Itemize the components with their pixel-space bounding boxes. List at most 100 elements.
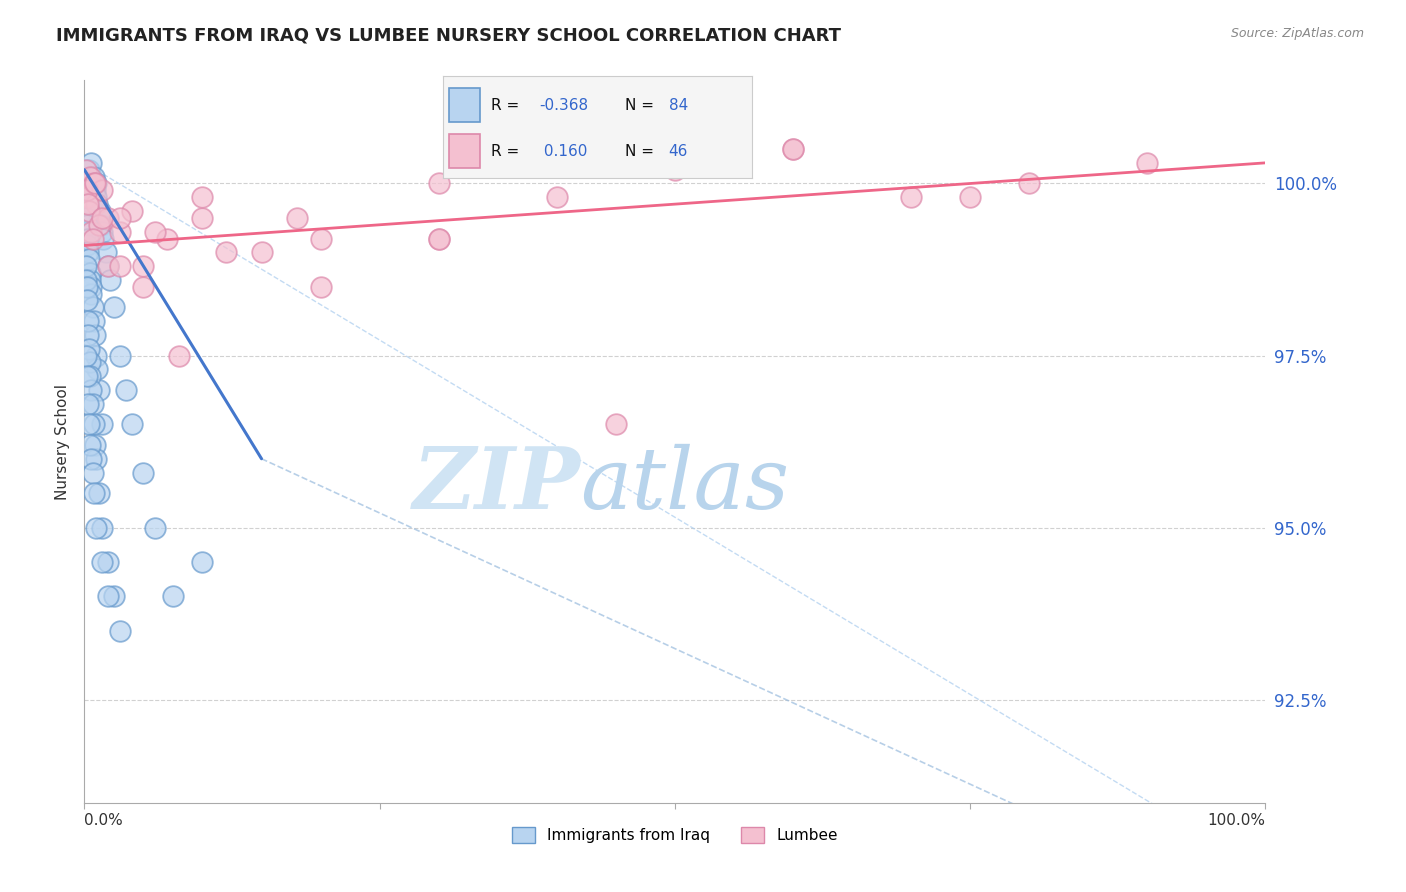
Point — [97, 555, 120, 569]
Text: R =: R = — [491, 144, 519, 159]
Point — [77, 183, 100, 197]
Point — [108, 225, 131, 239]
Point — [84, 327, 107, 342]
Point — [82, 231, 104, 245]
Point — [83, 169, 105, 184]
Text: -0.368: -0.368 — [538, 97, 588, 112]
Point — [191, 211, 214, 225]
Point — [191, 190, 214, 204]
Point — [91, 520, 114, 534]
Point — [103, 590, 125, 604]
Point — [77, 245, 100, 260]
Text: Source: ZipAtlas.com: Source: ZipAtlas.com — [1230, 27, 1364, 40]
Point — [80, 286, 103, 301]
Text: N =: N = — [626, 97, 654, 112]
Point — [89, 204, 111, 219]
Text: atlas: atlas — [581, 443, 790, 526]
Point — [87, 211, 110, 225]
Point — [80, 156, 103, 170]
Point — [84, 197, 107, 211]
Point — [97, 211, 120, 225]
Point — [76, 238, 98, 252]
Point — [86, 197, 108, 211]
Point — [97, 590, 120, 604]
Point — [77, 252, 100, 267]
Point — [83, 417, 105, 432]
Point — [75, 162, 97, 177]
Text: 84: 84 — [669, 97, 688, 112]
Point — [82, 466, 104, 480]
Point — [76, 190, 98, 204]
Point — [114, 383, 136, 397]
Point — [91, 231, 114, 245]
Text: N =: N = — [626, 144, 654, 159]
Point — [108, 211, 131, 225]
Point — [605, 417, 627, 432]
Point — [79, 355, 101, 369]
Point — [132, 466, 155, 480]
Point — [80, 197, 103, 211]
Point — [76, 177, 98, 191]
Point — [132, 259, 155, 273]
Text: ZIP: ZIP — [412, 443, 581, 526]
Point — [75, 177, 97, 191]
Point — [91, 211, 114, 225]
Point — [83, 314, 105, 328]
Point — [79, 369, 101, 384]
Point — [79, 273, 101, 287]
Point — [76, 293, 98, 308]
Point — [167, 349, 190, 363]
Point — [80, 225, 103, 239]
Point — [427, 231, 450, 245]
Point — [309, 279, 332, 293]
Point — [143, 520, 166, 534]
Point — [84, 451, 107, 466]
Point — [121, 204, 143, 219]
Text: R =: R = — [491, 97, 519, 112]
Point — [84, 177, 107, 191]
Point — [76, 183, 98, 197]
Point — [77, 231, 100, 245]
Point — [75, 273, 97, 287]
Point — [75, 211, 97, 225]
Point — [91, 555, 114, 569]
Point — [83, 190, 105, 204]
Point — [84, 438, 107, 452]
Point — [76, 169, 98, 184]
Bar — [449, 135, 479, 168]
Point — [959, 190, 981, 204]
Point — [77, 197, 100, 211]
Point — [84, 177, 107, 191]
Point — [86, 362, 108, 376]
Point — [108, 259, 131, 273]
Point — [76, 218, 98, 232]
Text: 46: 46 — [669, 144, 688, 159]
Point — [82, 177, 104, 191]
Point — [79, 169, 101, 184]
Point — [87, 383, 110, 397]
Point — [162, 590, 184, 604]
Point — [77, 162, 100, 177]
Point — [80, 279, 103, 293]
Point — [84, 349, 107, 363]
Point — [782, 142, 804, 156]
Point — [156, 231, 179, 245]
Point — [75, 162, 97, 177]
Point — [79, 190, 101, 204]
Point — [427, 231, 450, 245]
Point — [75, 349, 97, 363]
Point — [82, 183, 104, 197]
Point — [87, 218, 110, 232]
Point — [664, 142, 686, 156]
Point — [80, 451, 103, 466]
Point — [664, 162, 686, 177]
Point — [83, 486, 105, 500]
Point — [309, 231, 332, 245]
Point — [77, 342, 100, 356]
Point — [782, 142, 804, 156]
Point — [250, 245, 273, 260]
Point — [91, 417, 114, 432]
Point — [1136, 156, 1159, 170]
Point — [79, 438, 101, 452]
Point — [77, 177, 100, 191]
